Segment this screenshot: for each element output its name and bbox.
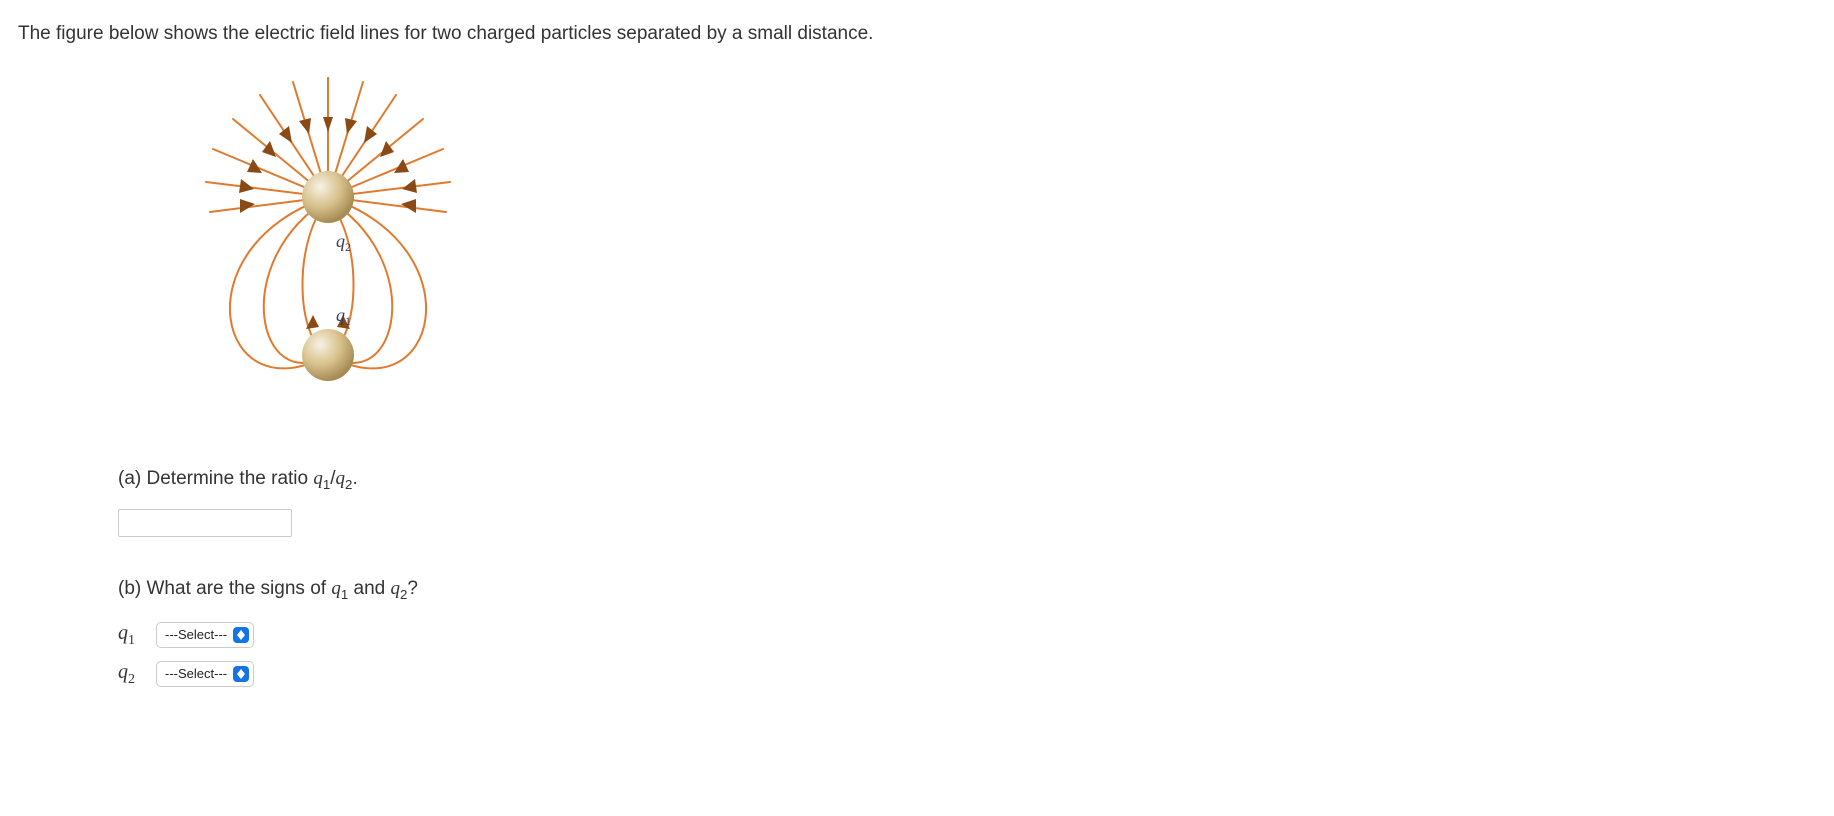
q2-select[interactable]: ---Select--- — [156, 661, 254, 687]
part-a-q2: q — [336, 468, 346, 489]
q1-label-sub: 1 — [345, 314, 351, 328]
part-a-text: (a) Determine the ratio q1/q2. — [118, 465, 1816, 495]
svg-text:q1: q1 — [336, 305, 351, 328]
part-b-qmark: ? — [407, 578, 418, 599]
q1-select-text: ---Select--- — [165, 625, 227, 645]
q2-select-row: q2 ---Select--- — [118, 657, 1816, 690]
part-a-period: . — [352, 468, 357, 489]
question-block: (a) Determine the ratio q1/q2. (b) What … — [118, 465, 1816, 691]
q1-select-row: q1 ---Select--- — [118, 618, 1816, 651]
part-b-q1: q — [331, 578, 341, 599]
q2-label-sub: 2 — [345, 240, 351, 254]
svg-text:q2: q2 — [336, 231, 351, 254]
page: The figure below shows the electric fiel… — [0, 0, 1834, 816]
part-b-text: (b) What are the signs of q1 and q2? — [118, 575, 1816, 605]
field-lines-diagram: q2 q1 — [198, 77, 458, 437]
part-a-q1: q — [313, 468, 323, 489]
q2-label-main: q — [336, 231, 345, 251]
intro-text: The figure below shows the electric fiel… — [18, 20, 1816, 49]
q2-row-label: q2 — [118, 657, 146, 690]
q1-row-label: q1 — [118, 618, 146, 651]
q1-select[interactable]: ---Select--- — [156, 622, 254, 648]
part-b-label: (b) What are the signs of — [118, 578, 331, 599]
chevron-up-down-icon — [233, 627, 249, 643]
q1-label-main: q — [336, 305, 345, 325]
part-a-label: (a) Determine the ratio — [118, 468, 313, 489]
figure: q2 q1 — [198, 77, 1816, 437]
ratio-input[interactable] — [118, 509, 292, 537]
q2-select-text: ---Select--- — [165, 664, 227, 684]
part-b-and: and — [348, 578, 390, 599]
part-b-q2: q — [391, 578, 401, 599]
chevron-up-down-icon — [233, 666, 249, 682]
